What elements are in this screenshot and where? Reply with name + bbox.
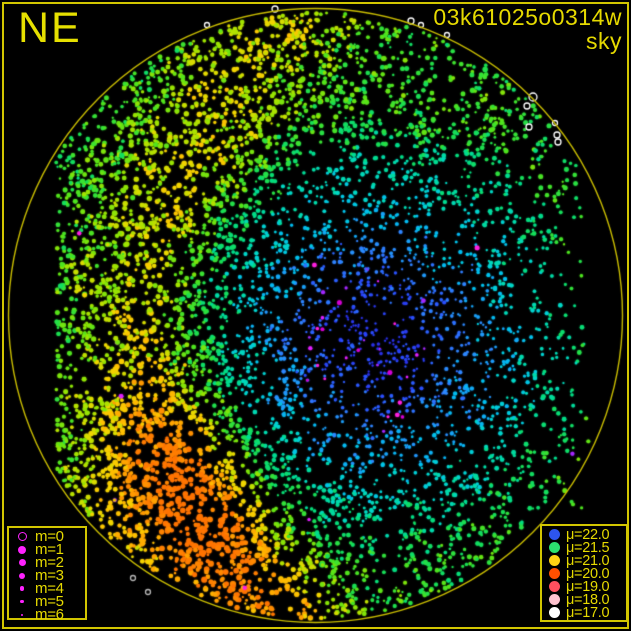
legend-label: μ=17.0 <box>566 604 610 621</box>
magnitude-marker-icon <box>9 586 35 591</box>
legend-label: m=2 <box>35 554 64 571</box>
legend-label: m=6 <box>35 606 64 623</box>
legend-label: μ=18.0 <box>566 591 610 608</box>
mu-color-dot-icon <box>542 594 566 605</box>
legend-label: μ=20.0 <box>566 565 610 582</box>
legend-row: μ=21.5 <box>542 539 626 556</box>
legend-label: m=3 <box>35 567 64 584</box>
magnitude-marker-icon <box>9 572 35 579</box>
legend-label: m=5 <box>35 593 64 610</box>
legend-row: m=5 <box>9 593 85 610</box>
orientation-label: NE <box>18 4 82 52</box>
surface-brightness-legend: μ=22.0 μ=21.5 μ=21.0 μ=20.0 μ=19.0 μ=18.0 μ=17… <box>540 524 628 622</box>
legend-row: m=1 <box>9 541 85 558</box>
legend-row: μ=20.0 <box>542 565 626 582</box>
legend-row: μ=18.0 <box>542 591 626 608</box>
mu-color-dot-icon <box>542 568 566 579</box>
plot-subtitle: sky <box>586 28 622 55</box>
legend-label: μ=21.0 <box>566 552 610 569</box>
legend-label: μ=19.0 <box>566 578 610 595</box>
legend-row: μ=19.0 <box>542 578 626 595</box>
legend-row: μ=17.0 <box>542 604 626 621</box>
legend-row: m=4 <box>9 580 85 597</box>
magnitude-legend: m=0 m=1 m=2 m=3 m=4 m=5 m=6 <box>7 526 87 623</box>
legend-row: m=0 <box>9 528 85 545</box>
magnitude-marker-icon <box>9 545 35 554</box>
legend-label: μ=21.5 <box>566 539 610 556</box>
legend-label: m=4 <box>35 580 64 597</box>
legend-label: μ=22.0 <box>566 526 610 543</box>
mu-color-dot-icon <box>542 581 566 592</box>
legend-row: m=3 <box>9 567 85 584</box>
legend-row: μ=21.0 <box>542 552 626 569</box>
plot-title: 03k61025o0314w <box>433 4 622 30</box>
legend-label: m=0 <box>35 528 64 545</box>
mu-color-dot-icon <box>542 542 566 553</box>
magnitude-marker-icon <box>9 613 35 616</box>
legend-row: m=2 <box>9 554 85 571</box>
mu-color-dot-icon <box>542 529 566 540</box>
magnitude-marker-icon <box>9 559 35 566</box>
legend-row: m=6 <box>9 606 85 623</box>
title-block: 03k61025o0314w sky <box>433 5 622 54</box>
magnitude-marker-icon <box>9 532 35 541</box>
mu-color-dot-icon <box>542 607 566 618</box>
legend-row: μ=22.0 <box>542 526 626 543</box>
magnitude-marker-icon <box>9 599 35 604</box>
legend-label: m=1 <box>35 541 64 558</box>
mu-color-dot-icon <box>542 555 566 566</box>
